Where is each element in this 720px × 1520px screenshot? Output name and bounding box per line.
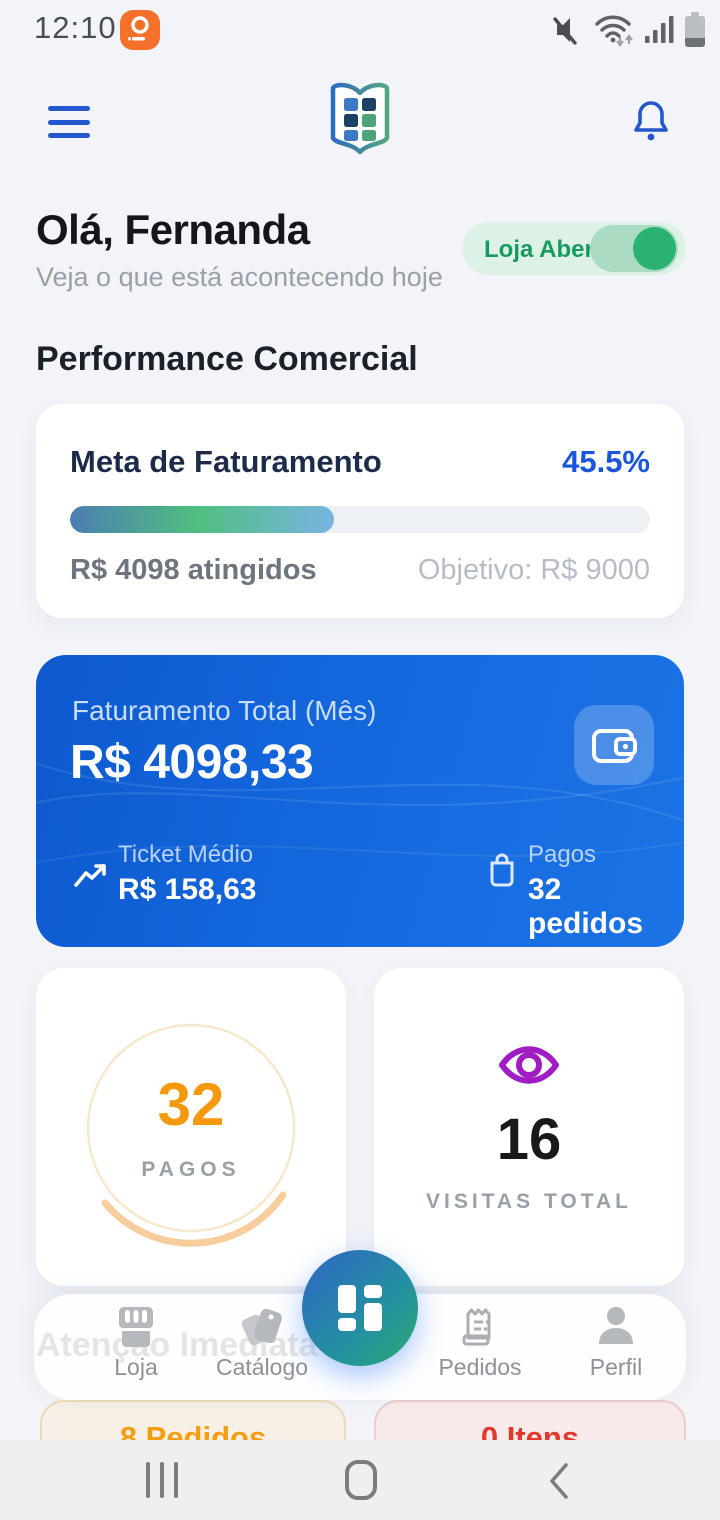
paid-orders-label: PAGOS <box>141 1158 241 1181</box>
home-button[interactable] <box>345 1460 377 1500</box>
store-open-toggle[interactable] <box>590 225 678 272</box>
receipt-icon <box>462 1308 491 1346</box>
back-button[interactable] <box>548 1462 570 1505</box>
revenue-card: Faturamento Total (Mês) R$ 4098,33 Ticke… <box>36 655 684 947</box>
eye-icon <box>374 1040 684 1090</box>
trending-up-icon <box>74 863 108 894</box>
hamburger-menu-icon[interactable] <box>48 106 90 138</box>
notification-app-icon <box>120 10 160 50</box>
toggle-knob <box>633 227 676 270</box>
store-icon <box>119 1307 153 1347</box>
pagos-value: 32 pedidos <box>528 873 644 940</box>
revenue-value: R$ 4098,33 <box>70 736 314 789</box>
wallet-button[interactable] <box>574 705 654 785</box>
shopping-bag-icon <box>488 853 516 892</box>
progress-ring <box>86 1023 296 1247</box>
dashboard-grid-icon <box>338 1285 382 1331</box>
ticket-medio-label: Ticket Médio <box>118 841 254 868</box>
nav-label-loja: Loja <box>114 1354 158 1380</box>
nav-item-loja[interactable]: Loja <box>76 1304 196 1381</box>
tags-icon <box>241 1308 282 1346</box>
wallet-icon <box>592 729 637 763</box>
paid-orders-value: 32 <box>157 1071 225 1138</box>
goal-progress-fill <box>70 506 334 533</box>
nav-label-perfil: Perfil <box>589 1354 643 1380</box>
recents-button[interactable] <box>146 1462 178 1498</box>
signal-strength-icon <box>645 16 674 43</box>
fab-dashboard-button[interactable] <box>302 1250 418 1366</box>
greeting-title: Olá, Fernanda <box>36 206 310 253</box>
status-icons <box>553 12 706 48</box>
person-icon <box>599 1307 633 1344</box>
goal-percent: 45.5% <box>562 444 650 479</box>
app-logo-book-icon <box>326 80 394 162</box>
goal-progress-bar <box>70 506 650 533</box>
wifi-icon <box>595 15 633 47</box>
goal-achieved-text: R$ 4098 atingidos <box>70 554 317 586</box>
section-title-performance: Performance Comercial <box>36 340 418 378</box>
greeting-subtitle: Veja o que está acontecendo hoje <box>36 262 443 292</box>
volume-muted-icon <box>553 17 577 45</box>
visits-card: 16 VISITAS TOTAL <box>374 968 684 1286</box>
goal-card: Meta de Faturamento 45.5% R$ 4098 atingi… <box>36 404 684 618</box>
paid-orders-card: 32 PAGOS <box>36 968 346 1286</box>
nav-item-perfil[interactable]: Perfil <box>556 1304 676 1381</box>
revenue-label: Faturamento Total (Mês) <box>72 695 377 726</box>
nav-label-catalogo: Catálogo <box>215 1354 309 1380</box>
status-time: 12:10 <box>34 10 117 45</box>
goal-objective-text: Objetivo: R$ 9000 <box>417 554 650 586</box>
goal-title: Meta de Faturamento <box>70 444 382 479</box>
android-navigation-bar <box>0 1440 720 1520</box>
wave-decoration <box>36 762 684 865</box>
nav-item-pedidos[interactable]: Pedidos <box>420 1304 540 1381</box>
visits-value: 16 <box>496 1107 562 1172</box>
pagos-label: Pagos <box>528 841 597 868</box>
nav-label-pedidos: Pedidos <box>438 1354 522 1380</box>
app-badge-glyph <box>128 16 149 41</box>
nav-item-catalogo[interactable]: Catálogo <box>202 1304 322 1381</box>
notifications-bell-icon[interactable] <box>634 100 668 142</box>
battery-icon <box>685 12 705 47</box>
store-open-pill: Loja Aberta <box>462 222 686 275</box>
visits-label: VISITAS TOTAL <box>425 1190 632 1213</box>
ticket-medio-value: R$ 158,63 <box>118 873 257 906</box>
